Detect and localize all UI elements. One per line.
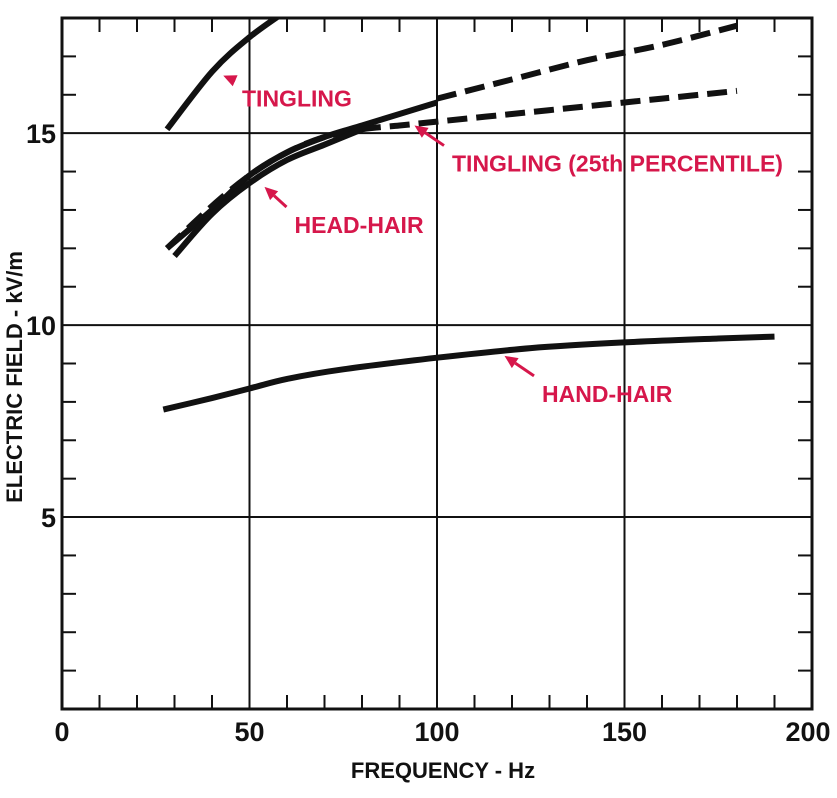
annotation-label-2: TINGLING (25th PERCENTILE) bbox=[452, 151, 783, 177]
y-axis-title: ELECTRIC FIELD - kV/m bbox=[2, 251, 27, 503]
annotation-arrowhead-4 bbox=[504, 355, 519, 369]
annotation-arrow-4 bbox=[514, 361, 535, 378]
series-line-1 bbox=[164, 18, 282, 132]
series-line-6 bbox=[162, 333, 775, 413]
annotation-arrowhead-1 bbox=[223, 75, 238, 87]
y-tick-label: 10 bbox=[26, 311, 56, 341]
annotation-labels: TINGLING TINGLING (25th PERCENTILE) HEAD-H… bbox=[242, 85, 783, 407]
annotation-label-3: HEAD-HAIR bbox=[295, 212, 424, 238]
x-tick-label: 50 bbox=[234, 717, 264, 747]
annotation-arrow-3 bbox=[273, 194, 288, 209]
x-tick-label: 200 bbox=[785, 717, 830, 747]
x-axis-title: FREQUENCY - Hz bbox=[351, 758, 535, 783]
y-tick-label: 5 bbox=[41, 503, 56, 533]
annotation-label-4: HAND-HAIR bbox=[542, 381, 673, 407]
annotation-arrowhead-3 bbox=[264, 186, 279, 201]
tick-marks bbox=[62, 18, 812, 709]
curves bbox=[162, 18, 775, 413]
plot-frame bbox=[60, 16, 814, 711]
annotation-arrowhead-2 bbox=[414, 125, 429, 138]
series-line-5 bbox=[172, 126, 364, 259]
tick-labels: 0 50 100 150 200 5 10 15 bbox=[26, 119, 831, 747]
x-tick-label: 150 bbox=[602, 717, 647, 747]
y-tick-label: 15 bbox=[26, 119, 56, 149]
series-line-4 bbox=[164, 87, 738, 251]
annotation-arrow-2 bbox=[424, 131, 445, 147]
x-tick-label: 0 bbox=[54, 717, 69, 747]
series-line-3 bbox=[436, 22, 738, 102]
annotation-label-1: TINGLING bbox=[242, 85, 352, 111]
grid-lines bbox=[62, 18, 812, 709]
x-tick-label: 100 bbox=[414, 717, 459, 747]
annotation-arrows bbox=[223, 75, 535, 378]
